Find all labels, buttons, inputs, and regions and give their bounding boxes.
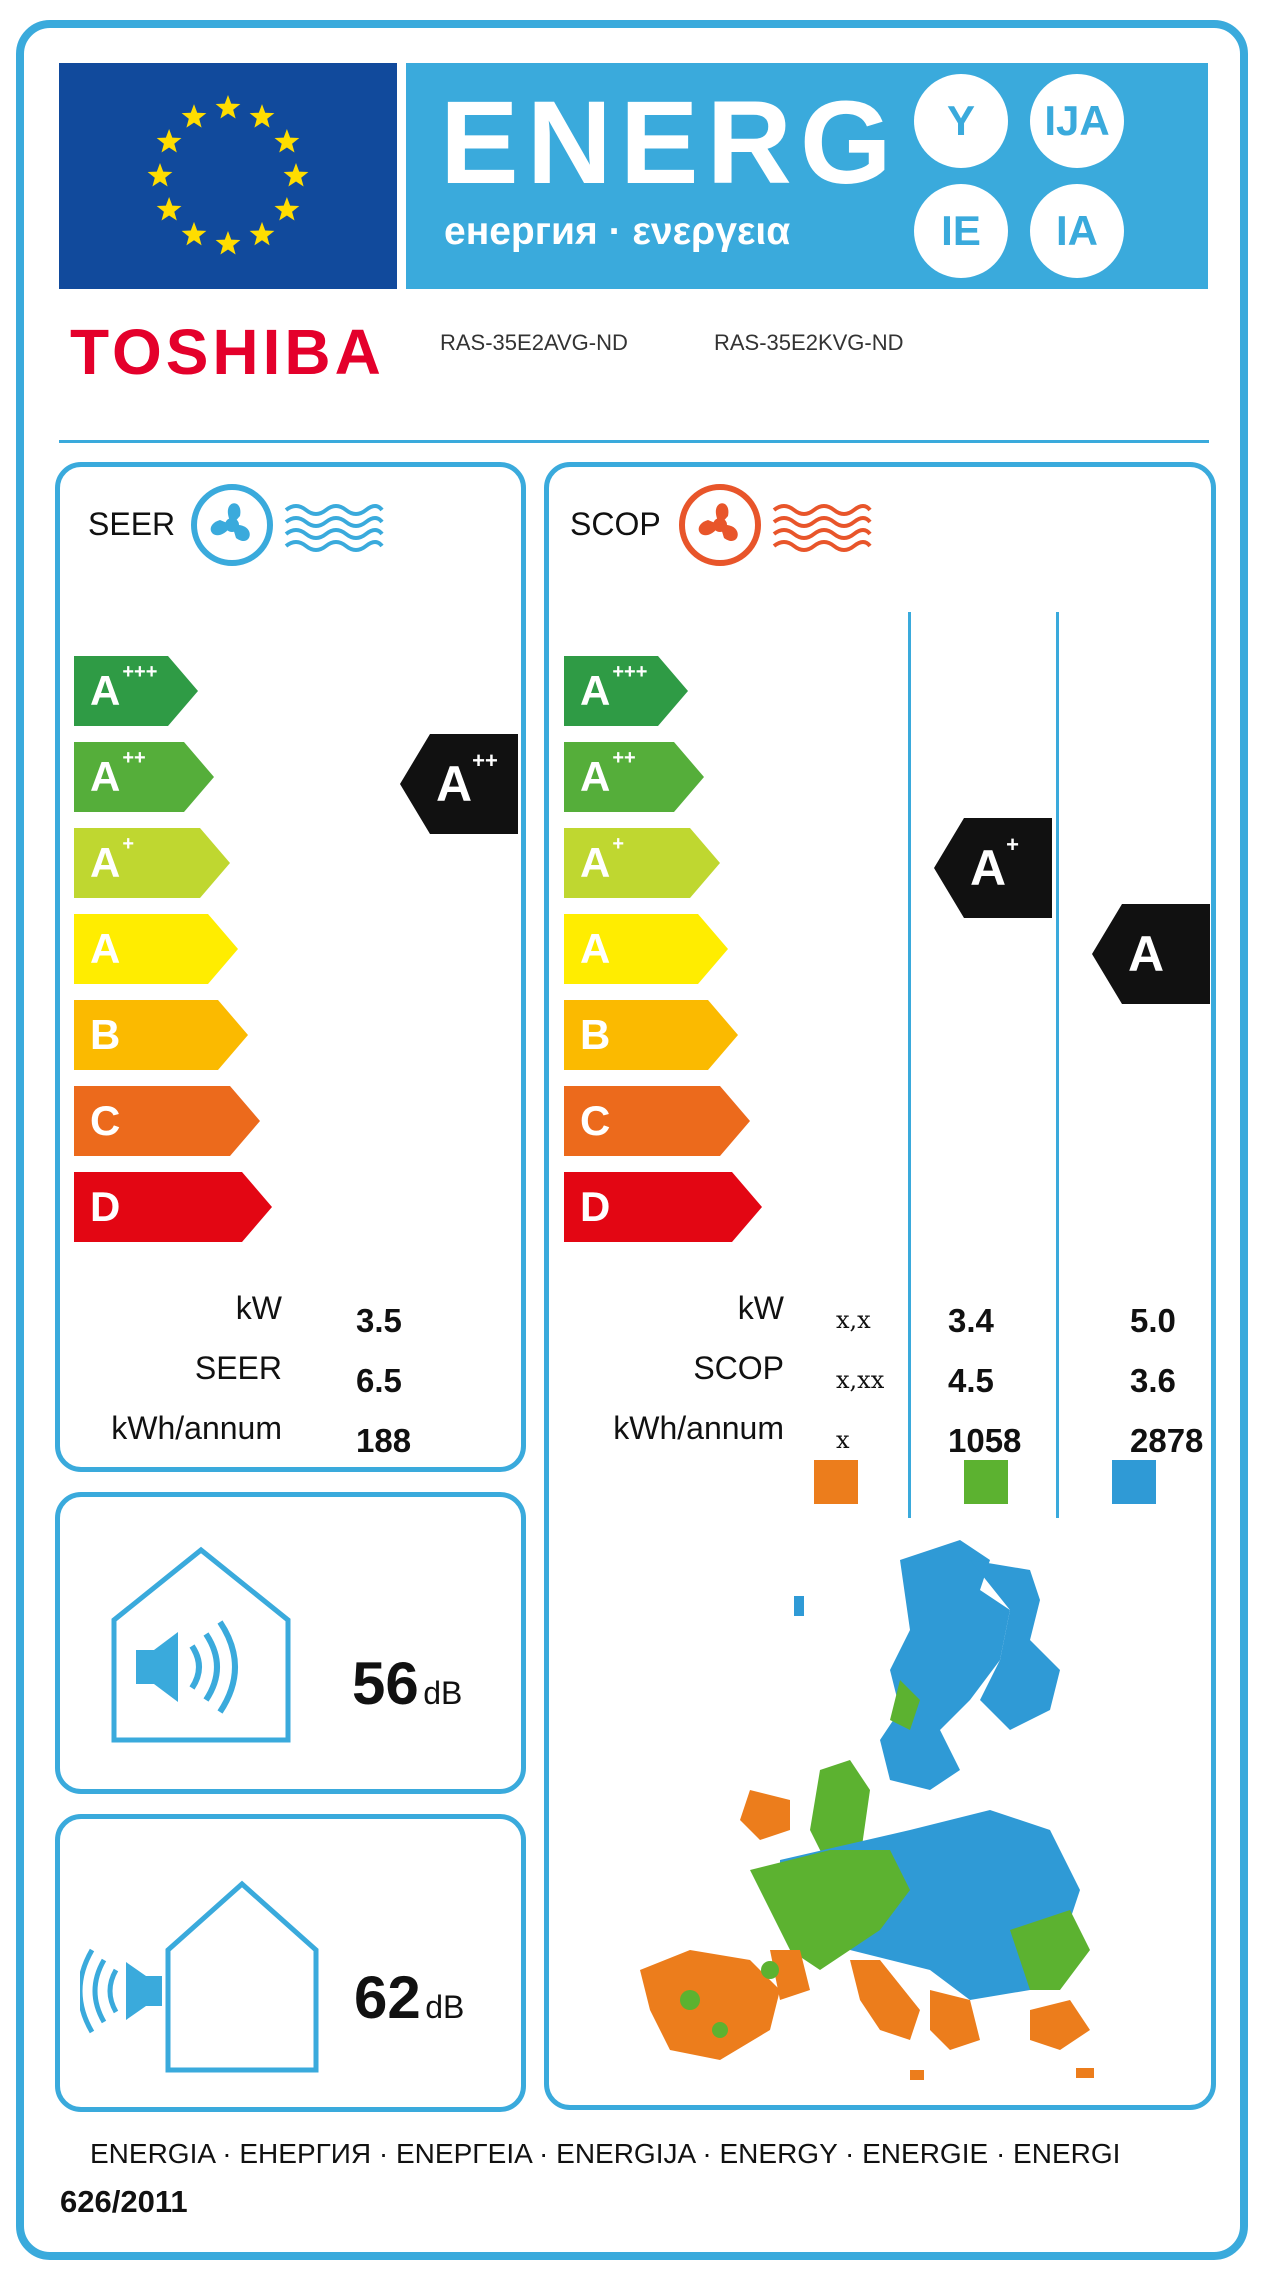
seer-label-kw: kW — [235, 1290, 282, 1326]
seer-label-kwh: kWh/annum — [111, 1410, 282, 1446]
scop-scale-b: B — [564, 1000, 738, 1070]
zone-divider-1 — [908, 612, 911, 1518]
scop-warmer-scop: x,xx — [836, 1366, 885, 1394]
outdoor-sound-icon — [77, 1880, 320, 2085]
seer-scale-a: A — [74, 914, 238, 984]
suffix-circle-ie: IE — [914, 184, 1008, 278]
suffix-circle-ia: IA — [1030, 184, 1124, 278]
zone-colder-swatch — [1112, 1460, 1156, 1504]
eu-star-icon — [181, 104, 207, 128]
label-frame — [16, 20, 1248, 2260]
eu-star-icon — [274, 197, 300, 221]
eu-star-icon — [274, 129, 300, 153]
cooling-fan-icon — [188, 480, 398, 575]
eu-star-icon — [181, 221, 207, 246]
zone-average-swatch — [964, 1460, 1008, 1504]
scop-panel — [544, 462, 1216, 2110]
seer-label-seer: SEER — [194, 1350, 282, 1386]
scop-scale-a2: A ++ — [564, 742, 704, 812]
eu-star-icon — [156, 129, 182, 153]
suffix-circle-ija: IJA — [1030, 74, 1124, 168]
indoor-noise-value: 56 dB — [352, 1650, 463, 1717]
scop-scale-a1: A + — [564, 828, 720, 898]
seer-scale-d: D — [74, 1172, 272, 1242]
scop-colder-kwh: 2878 — [1130, 1422, 1204, 1459]
seer-scale-c: C — [74, 1086, 260, 1156]
outdoor-noise-value: 62 dB — [354, 1964, 465, 2031]
scop-scale-d: D — [564, 1172, 762, 1242]
indoor-noise-panel — [55, 1492, 526, 1794]
scop-warmer-kwh: x — [836, 1426, 850, 1454]
seer-value-seer: 6.5 — [356, 1362, 402, 1399]
brand-logo: TOSHIBA — [70, 316, 385, 388]
footer-languages: ENERGIA · ЕНЕРГИЯ · ΕΝΕΡΓΕΙΑ · ENERGIJA … — [90, 2138, 1121, 2169]
model-outdoor: RAS-35E2KVG-ND — [714, 330, 904, 355]
seer-scale-b: B — [74, 1000, 248, 1070]
indoor-sound-icon — [106, 1540, 296, 1755]
scop-average-kw: 3.4 — [948, 1302, 994, 1339]
europe-climate-map — [630, 1530, 1140, 2095]
eu-star-icon — [147, 163, 173, 187]
scop-average-kwh: 1058 — [948, 1422, 1022, 1459]
scop-label-scop: SCOP — [693, 1350, 784, 1386]
eu-star-icon — [283, 163, 309, 187]
scop-colder-kw: 5.0 — [1130, 1302, 1176, 1339]
seer-panel — [55, 462, 526, 1472]
seer-scale-a3: A +++ — [74, 656, 198, 726]
scop-scale-a3: A +++ — [564, 656, 688, 726]
energy-subtitle: енергия · ενεργεια — [444, 210, 791, 253]
seer-value-kw: 3.5 — [356, 1302, 402, 1339]
regulation-number: 626/2011 — [60, 2184, 188, 2219]
eu-star-icon — [215, 95, 241, 119]
outdoor-noise-panel — [55, 1814, 526, 2112]
scop-average-scop: 4.5 — [948, 1362, 994, 1399]
suffix-circle-y: Y — [914, 74, 1008, 168]
scop-label-kw: kW — [737, 1290, 784, 1326]
eu-stars-icon — [147, 95, 309, 255]
eu-star-icon — [215, 231, 241, 255]
eu-flag — [59, 63, 397, 289]
seer-title: SEER — [88, 506, 176, 542]
seer-value-kwh: 188 — [356, 1422, 412, 1459]
scop-scale-c: C — [564, 1086, 750, 1156]
zone-warmer-swatch — [814, 1460, 858, 1504]
zone-divider-2 — [1056, 612, 1059, 1518]
seer-scale-a1: A + — [74, 828, 230, 898]
scop-colder-scop: 3.6 — [1130, 1362, 1176, 1399]
scop-scale-a: A — [564, 914, 728, 984]
model-indoor: RAS-35E2AVG-ND — [440, 330, 628, 355]
eu-star-icon — [249, 104, 275, 128]
eu-star-icon — [156, 197, 182, 221]
scop-label-kwh: kWh/annum — [613, 1410, 784, 1446]
heating-fan-icon — [676, 480, 886, 575]
seer-scale-a2: A ++ — [74, 742, 214, 812]
scop-warmer-kw: x,x — [836, 1306, 871, 1334]
eu-star-icon — [249, 221, 275, 246]
scop-title: SCOP — [570, 506, 661, 542]
header-divider — [59, 440, 1209, 443]
energy-title: ENERG — [440, 77, 900, 209]
